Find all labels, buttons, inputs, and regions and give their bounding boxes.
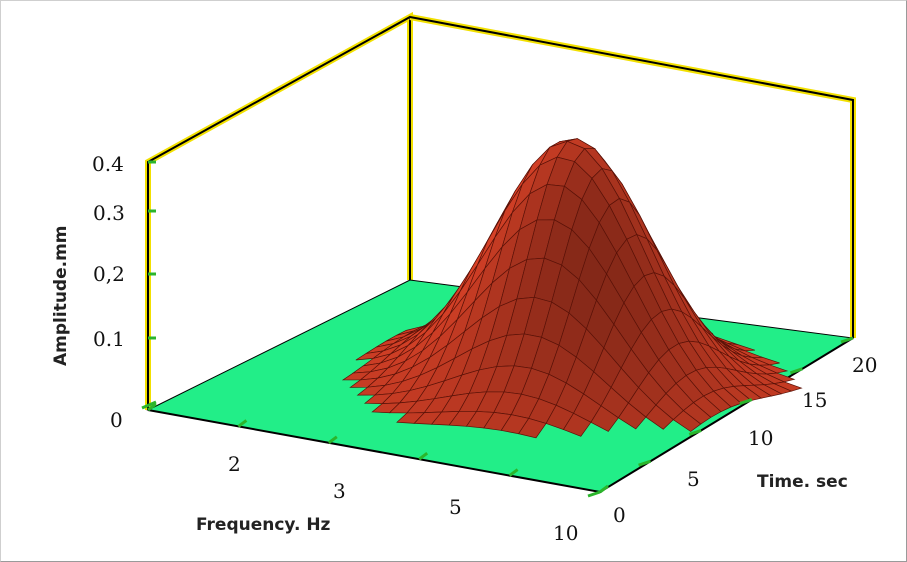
z-tick-0.3: 0.3 <box>93 201 125 225</box>
z-tick-0: 0 <box>110 408 123 432</box>
x-tick-5: 5 <box>449 495 462 519</box>
back-wall-right-edge-dark <box>409 16 854 338</box>
z-tick-0.4: 0.4 <box>92 152 124 176</box>
x-tick-mark <box>508 468 519 477</box>
y-tick-mark <box>587 490 601 498</box>
z-axis-label: Amplitude.mm <box>51 225 71 366</box>
y-tick-5: 5 <box>687 467 700 491</box>
y-tick-0: 0 <box>613 503 626 527</box>
z-tick-mark <box>141 400 157 410</box>
y-tick-mark <box>739 398 753 406</box>
x-tick-3: 3 <box>333 479 346 503</box>
x-tick-2: 2 <box>228 452 241 476</box>
x-tick-mark <box>237 419 248 428</box>
z-tick-0.1: 0.1 <box>93 327 125 351</box>
chart-walls <box>145 11 856 410</box>
surface-mesh <box>341 138 803 439</box>
x-tick-mark <box>147 402 157 412</box>
surface-cell <box>672 410 702 432</box>
y-tick-mark <box>688 428 702 436</box>
y-tick-mark <box>638 459 652 467</box>
y-axis-label: Time. sec <box>757 472 848 492</box>
x-tick-10: 10 <box>553 521 578 545</box>
tick-marks <box>141 160 854 498</box>
y-tick-10: 10 <box>748 426 773 450</box>
x-axis-label: Frequency. Hz <box>196 515 331 535</box>
y-tick-20: 20 <box>852 353 877 377</box>
x-tick-mark <box>599 484 609 494</box>
back-wall-left-edge-dark <box>147 15 411 410</box>
x-tick-mark <box>418 452 429 461</box>
x-tick-mark <box>327 435 338 444</box>
y-tick-mark <box>789 367 803 375</box>
z-tick-0.2: 0,2 <box>93 262 125 286</box>
y-tick-mark <box>840 336 854 344</box>
y-tick-15: 15 <box>802 388 827 412</box>
